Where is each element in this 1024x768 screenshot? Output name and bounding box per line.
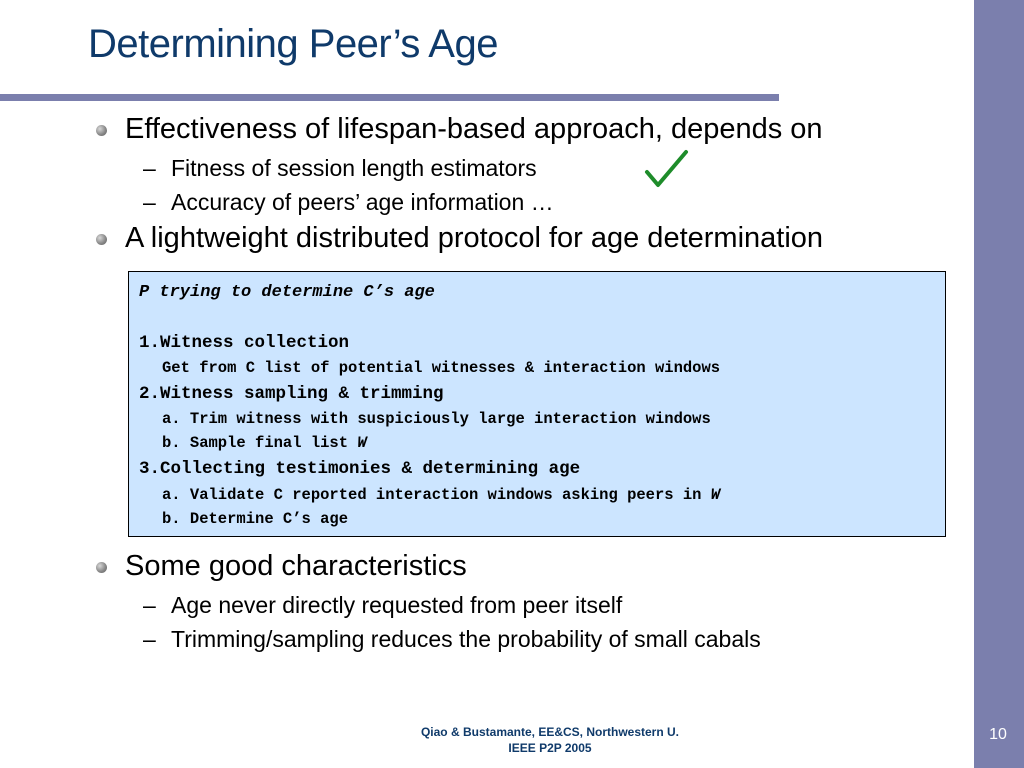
protocol-box: P trying to determine C’s age 1.Witness …: [128, 271, 946, 537]
protocol-step-1: 1.Witness collection: [139, 333, 350, 353]
slide-number: 10: [989, 726, 1007, 743]
bullet-dot-icon: [96, 562, 107, 573]
sub-bullet-text: Fitness of session length estimators: [171, 155, 537, 181]
protocol-step-2b-text: b. Sample final list: [162, 434, 358, 452]
title-underline: [0, 94, 779, 101]
protocol-step-2: 2.Witness sampling & trimming: [139, 384, 444, 404]
dash: –: [143, 155, 156, 181]
protocol-step-2b: b. Sample final list W: [162, 434, 367, 452]
footer-authors: Qiao & Bustamante, EE&CS, Northwestern U…: [420, 725, 680, 739]
checkmark-icon: [645, 150, 688, 187]
protocol-step-3: 3.Collecting testimonies & determining a…: [139, 459, 581, 479]
protocol-step-2a: a. Trim witness with suspiciously large …: [162, 410, 711, 428]
footer: Qiao & Bustamante, EE&CS, Northwestern U…: [380, 724, 720, 756]
bullet-text: Effectiveness of lifespan-based approach…: [125, 113, 823, 145]
dash: –: [143, 592, 156, 618]
protocol-step-3b: b. Determine C’s age: [162, 510, 349, 528]
footer-venue: IEEE P2P 2005: [508, 741, 592, 755]
bullet-dot-icon: [96, 125, 107, 136]
protocol-step-3a-text: a. Validate C reported interaction windo…: [162, 486, 711, 504]
protocol-step-3a: a. Validate C reported interaction windo…: [162, 486, 720, 504]
witness-list-var: W: [710, 486, 721, 504]
right-sidebar: [974, 0, 1024, 768]
sub-bullet-text: Trimming/sampling reduces the probabilit…: [171, 626, 761, 652]
bullet-text: A lightweight distributed protocol for a…: [125, 222, 824, 254]
protocol-step-1-detail: Get from C list of potential witnesses &…: [162, 359, 721, 377]
bullet-dot-icon: [96, 234, 107, 245]
slide-title: Determining Peer’s Age: [88, 22, 498, 66]
sub-bullet-text: Age never directly requested from peer i…: [171, 592, 623, 618]
bullet-text: Some good characteristics: [125, 550, 467, 582]
witness-list-var: W: [357, 434, 367, 452]
dash: –: [143, 626, 156, 652]
protocol-heading: P trying to determine C’s age: [139, 283, 435, 302]
dash: –: [143, 189, 156, 215]
sub-bullet-text: Accuracy of peers’ age information …: [171, 189, 554, 215]
